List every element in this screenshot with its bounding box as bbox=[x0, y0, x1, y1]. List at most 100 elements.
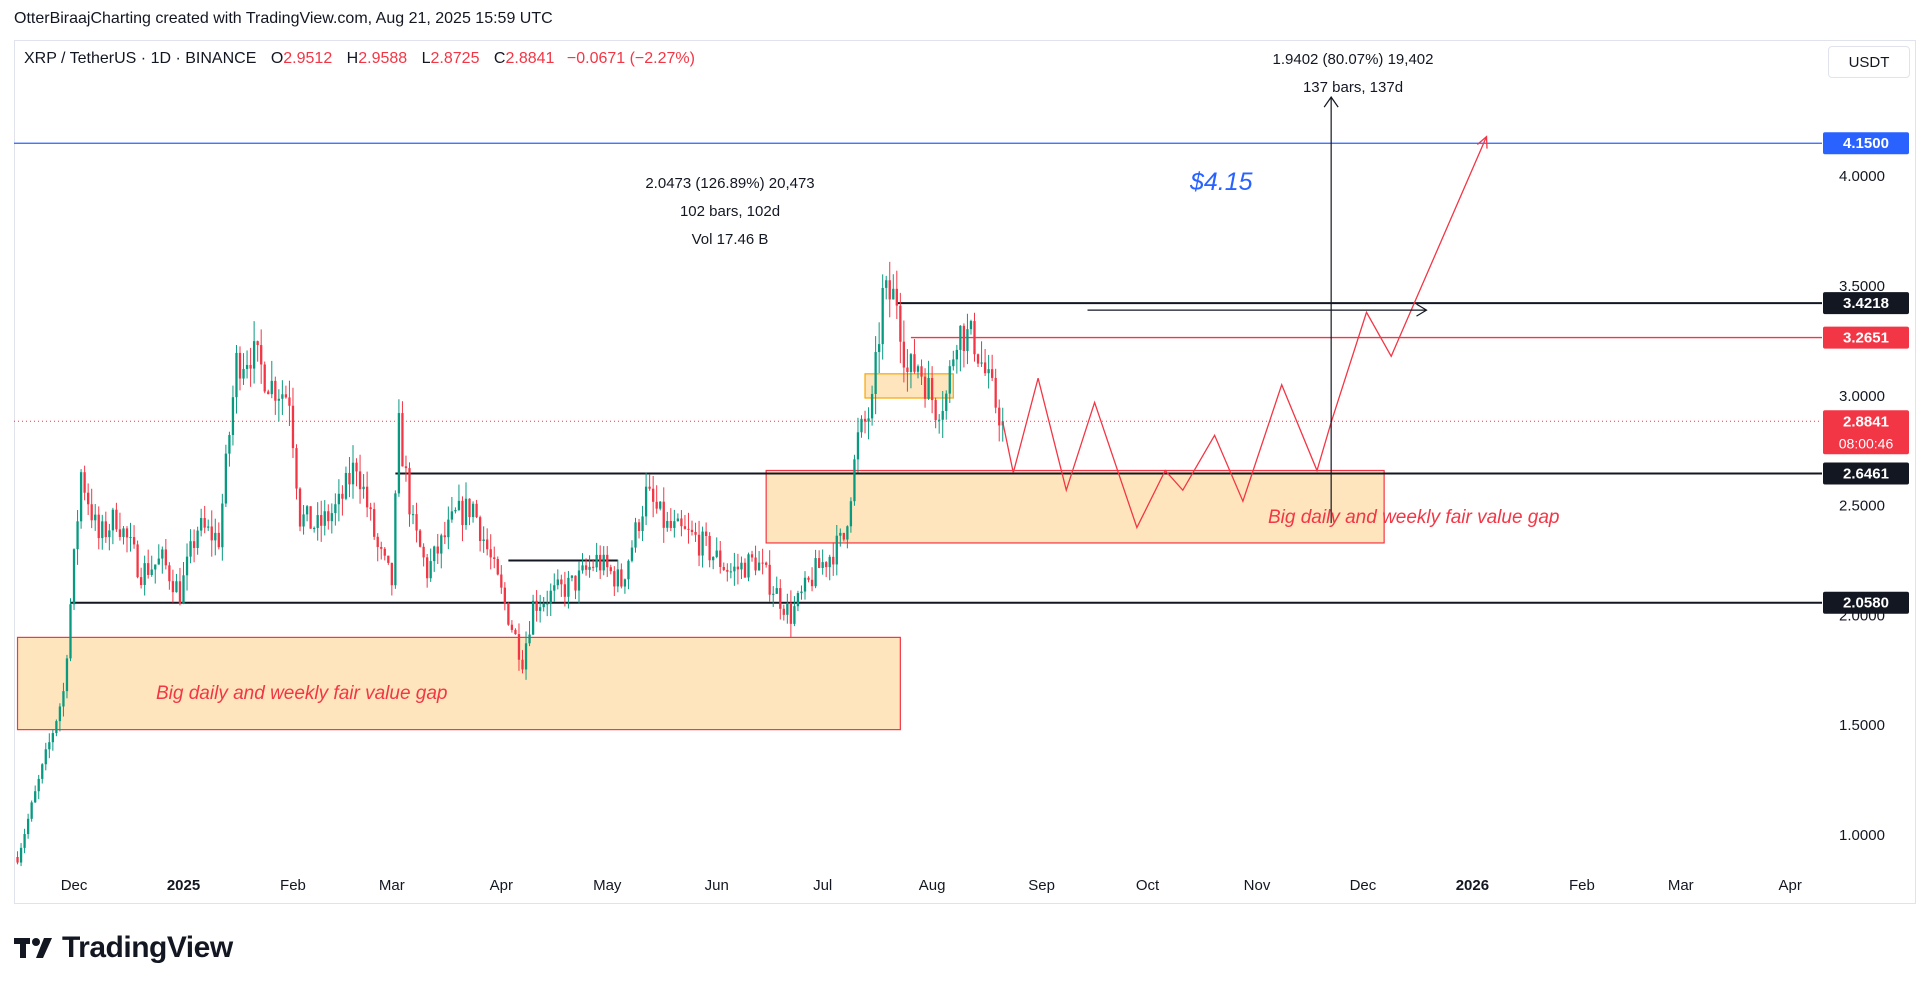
x-axis-tick-label: May bbox=[593, 877, 622, 894]
candle-body bbox=[927, 377, 930, 399]
candle-body bbox=[196, 530, 199, 548]
candle-body bbox=[807, 577, 810, 580]
candle-body bbox=[358, 471, 362, 490]
zone-label-left: Big daily and weekly fair value gap bbox=[156, 683, 448, 704]
candle-body bbox=[666, 520, 669, 528]
candle-body bbox=[514, 629, 517, 635]
price-labels-layer: 4.1500 3.4218 3.2651 2.8841 08:00:46 2.6461 2.… bbox=[1823, 132, 1909, 614]
candle-body bbox=[41, 764, 44, 779]
price-label-box bbox=[1823, 462, 1909, 485]
measure-arrow-head bbox=[1323, 96, 1339, 108]
x-axis-tick-label: Dec bbox=[1350, 877, 1377, 894]
y-axis-tick-label: 1.5000 bbox=[1839, 717, 1885, 734]
candle-body bbox=[422, 546, 425, 558]
candle-body bbox=[983, 362, 987, 374]
candle-body bbox=[966, 329, 969, 351]
projection-path bbox=[1002, 136, 1488, 530]
candle-body bbox=[888, 280, 891, 300]
candle-body bbox=[860, 418, 863, 433]
measure-1-line1: 2.0473 (126.89%) 20,473 bbox=[645, 175, 815, 192]
price-label-box bbox=[1823, 132, 1909, 155]
candle-body bbox=[245, 364, 249, 369]
candle-body bbox=[973, 321, 976, 355]
candle-body bbox=[835, 535, 838, 565]
candle-body bbox=[383, 548, 386, 556]
candle-body bbox=[401, 413, 404, 467]
candle-body bbox=[934, 400, 937, 421]
candle-body bbox=[16, 857, 19, 863]
y-axis-tick-label: 3.5000 bbox=[1839, 278, 1885, 295]
candle-body bbox=[641, 516, 644, 532]
candle-body bbox=[228, 434, 231, 454]
candle-body bbox=[464, 498, 468, 526]
candle-body bbox=[433, 546, 436, 562]
candle-body bbox=[101, 521, 104, 539]
candle-body bbox=[920, 366, 923, 377]
candle-body bbox=[224, 453, 228, 504]
chart-credit: OtterBiraajCharting created with Trading… bbox=[14, 10, 553, 27]
candle-body bbox=[595, 554, 598, 568]
candle-body bbox=[556, 579, 559, 586]
candle-body bbox=[373, 509, 376, 537]
candle-body bbox=[874, 352, 877, 394]
candle-body bbox=[185, 556, 189, 576]
candle-body bbox=[902, 341, 906, 368]
candle-body bbox=[948, 366, 951, 394]
candle-body bbox=[715, 550, 718, 557]
candle-body bbox=[376, 536, 379, 548]
tradingview-logo[interactable]: TradingView bbox=[14, 930, 233, 966]
candle-body bbox=[489, 549, 492, 558]
candle-body bbox=[606, 554, 609, 568]
candle-body bbox=[404, 466, 408, 469]
candle-body bbox=[991, 369, 994, 378]
candle-body bbox=[507, 603, 510, 625]
candle-body bbox=[627, 560, 630, 580]
candle-body bbox=[786, 603, 789, 615]
x-axis: Dec 2025 Feb Mar Apr May Jun Jul Aug Sep Oct Nov Dec… bbox=[61, 877, 1802, 894]
candle-body bbox=[447, 519, 450, 538]
candle-body bbox=[980, 362, 983, 364]
candle-body bbox=[284, 394, 288, 398]
candle-body bbox=[79, 472, 83, 522]
price-label-box bbox=[1823, 410, 1909, 455]
candle-body bbox=[30, 802, 33, 819]
candle-body bbox=[471, 503, 475, 518]
candle-body bbox=[821, 562, 824, 568]
candle-body bbox=[83, 472, 86, 493]
candle-body bbox=[302, 514, 305, 527]
y-axis-tick-label: 1.0000 bbox=[1839, 827, 1885, 844]
x-axis-tick-label: Aug bbox=[919, 877, 946, 894]
candle-body bbox=[796, 593, 800, 607]
candle-body bbox=[803, 577, 807, 592]
candle-body bbox=[588, 566, 591, 570]
candle-body bbox=[743, 562, 747, 578]
price-label-countdown: 08:00:46 bbox=[1839, 435, 1894, 451]
x-axis-tick-label: Feb bbox=[1569, 877, 1595, 894]
x-axis-tick-label: 2025 bbox=[167, 877, 200, 894]
zones-layer bbox=[16, 373, 1385, 731]
legend-close-value: 2.8841 bbox=[505, 50, 555, 67]
candle-body bbox=[899, 305, 902, 342]
candle-body bbox=[637, 522, 641, 532]
candle-body bbox=[789, 603, 793, 624]
candle-body bbox=[411, 514, 415, 516]
candle-body bbox=[348, 472, 351, 485]
candle-body bbox=[733, 566, 736, 572]
candle-body bbox=[535, 600, 538, 611]
candle-body bbox=[154, 564, 157, 570]
target-price-text: $4.15 bbox=[1190, 168, 1253, 196]
candle-body bbox=[263, 364, 266, 392]
candle-body bbox=[313, 527, 316, 529]
currency-button[interactable]: USDT bbox=[1828, 46, 1910, 78]
legend-low-label: L bbox=[421, 50, 431, 67]
candle-body bbox=[765, 562, 768, 565]
candle-body bbox=[175, 581, 178, 593]
candle-body bbox=[962, 325, 966, 351]
candle-body bbox=[270, 380, 273, 395]
candle-body bbox=[457, 500, 461, 510]
candle-body bbox=[782, 608, 785, 615]
levels-layer bbox=[14, 142, 1822, 604]
candle-body bbox=[503, 587, 506, 604]
candle-body bbox=[365, 486, 369, 508]
